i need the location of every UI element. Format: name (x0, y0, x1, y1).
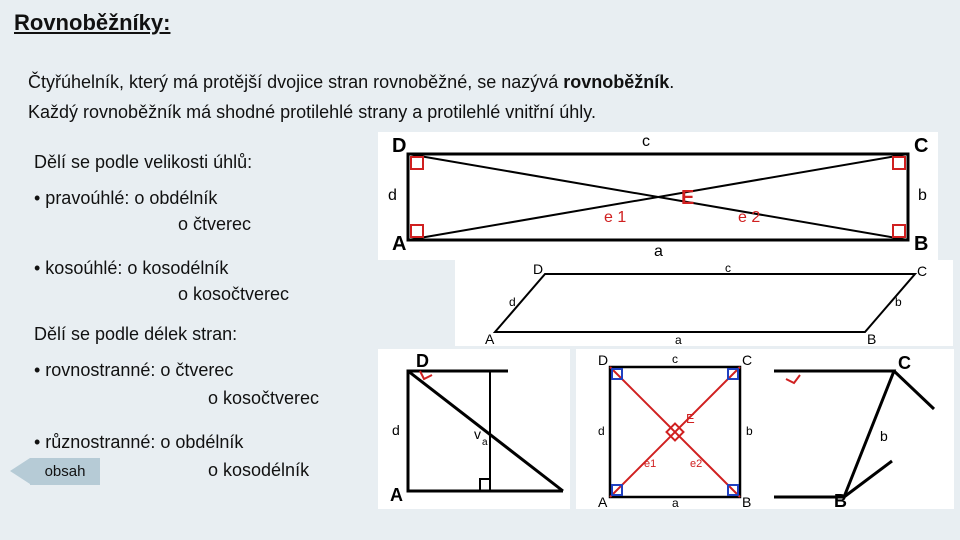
svg-text:b: b (746, 424, 753, 438)
diagram-rectangle: A B C D E a c d b e 1 e 2 (378, 132, 938, 260)
svg-text:e 1: e 1 (604, 209, 626, 226)
diagram-parallelogram-bg: A B C D a c d b (455, 260, 953, 346)
svg-text:e1: e1 (644, 458, 656, 470)
para1-c: . (669, 72, 674, 92)
svg-text:A: A (598, 494, 608, 509)
svg-text:D: D (416, 351, 429, 371)
bullet-pravouhle: • pravoúhlé: o obdélník (34, 188, 217, 209)
paragraph-2: Každý rovnoběžník má shodné protilehlé s… (28, 102, 596, 123)
svg-text:c: c (725, 261, 731, 275)
diagram-triangle: A D d v a (378, 349, 570, 509)
svg-text:c: c (642, 133, 650, 150)
svg-text:b: b (895, 295, 902, 309)
bullet-ruznostranne: • různostranné: o obdélník (34, 432, 243, 453)
svg-text:D: D (392, 135, 406, 157)
svg-text:A: A (485, 331, 495, 346)
bullet-rovnostranne: • rovnostranné: o čtverec (34, 360, 233, 381)
svg-text:e2: e2 (690, 458, 702, 470)
svg-text:a: a (482, 437, 488, 448)
svg-text:C: C (898, 353, 911, 373)
svg-text:E: E (686, 411, 695, 426)
svg-text:d: d (598, 424, 605, 438)
svg-text:C: C (742, 352, 752, 368)
bullet-kosouhle: • kosoúhlé: o kosodélník (34, 258, 228, 279)
svg-text:A: A (390, 485, 403, 505)
svg-text:a: a (675, 333, 682, 346)
svg-text:C: C (914, 135, 928, 157)
diagram-rhombus-fragment: C B b (774, 349, 954, 509)
svg-text:B: B (914, 233, 928, 255)
diagram-square: A B C D E a c d b e1 e2 (576, 349, 774, 509)
bullet-kosouhle-2: o kosočtverec (178, 284, 289, 305)
bullet-pravouhle-2: o čtverec (178, 214, 251, 235)
svg-text:d: d (388, 187, 397, 204)
section-2-heading: Dělí se podle délek stran: (34, 324, 237, 345)
svg-text:C: C (917, 263, 927, 279)
svg-text:d: d (509, 295, 516, 309)
section-1-heading: Dělí se podle velikosti úhlů: (34, 152, 252, 173)
page-title: Rovnoběžníky: (14, 10, 170, 36)
svg-text:d: d (392, 422, 400, 438)
svg-text:b: b (918, 187, 927, 204)
svg-text:a: a (654, 243, 663, 260)
bullet-rovnostranne-2: o kosočtverec (208, 388, 319, 409)
svg-text:a: a (672, 496, 679, 509)
para1-b: rovnoběžník (563, 72, 669, 92)
svg-text:D: D (598, 352, 608, 368)
svg-text:A: A (392, 233, 406, 255)
svg-text:B: B (742, 494, 751, 509)
paragraph-1: Čtyřúhelník, který má protější dvojice s… (28, 72, 674, 93)
bullet-ruznostranne-2: o kosodélník (208, 460, 309, 481)
svg-text:c: c (672, 352, 678, 366)
svg-text:b: b (880, 428, 888, 444)
svg-text:B: B (867, 331, 876, 346)
svg-text:E: E (681, 187, 694, 209)
svg-text:B: B (834, 491, 847, 509)
svg-text:v: v (474, 426, 481, 442)
para1-a: Čtyřúhelník, který má protější dvojice s… (28, 72, 563, 92)
svg-text:e 2: e 2 (738, 209, 760, 226)
svg-text:D: D (533, 261, 543, 277)
obsah-button[interactable]: obsah (30, 458, 100, 485)
